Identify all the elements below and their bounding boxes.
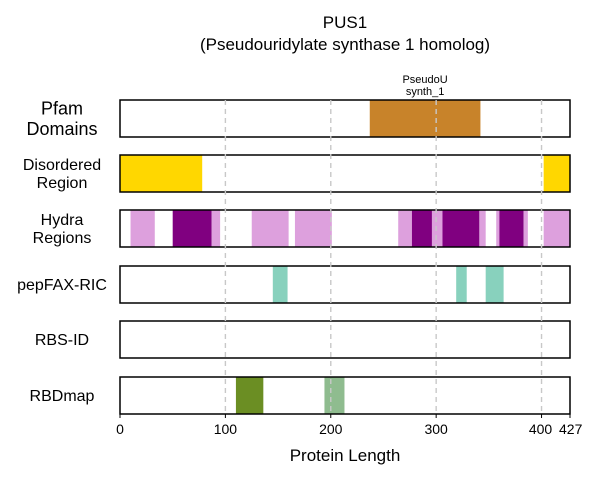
track-label: Hydra (41, 212, 84, 229)
chart-subtitle: (Pseudouridylate synthase 1 homolog) (200, 35, 490, 54)
track-border (119, 99, 571, 138)
chart-title: PUS1 (323, 13, 367, 32)
track-background (120, 100, 570, 137)
x-tick-label: 427 (559, 421, 583, 437)
track-5-segment-1 (324, 377, 345, 414)
track-label: RBS-ID (35, 332, 89, 349)
domain-label: PseudoU (402, 74, 447, 86)
track-label: Domains (26, 119, 97, 139)
track-label: Regions (33, 230, 92, 247)
x-axis: 0 100 200 300 400 427 (116, 414, 583, 437)
track-1-segment-0 (120, 155, 203, 192)
track-2-segment-11 (499, 210, 524, 247)
x-axis-title: Protein Length (290, 446, 401, 465)
track-label: Region (37, 175, 88, 192)
track-0-segment-0 (369, 100, 481, 137)
x-tick-label: 200 (319, 421, 343, 437)
x-tick-label: 400 (529, 421, 553, 437)
x-tick-label: 0 (116, 421, 124, 437)
track-2-segment-8 (442, 210, 480, 247)
track-label: Disordered (23, 157, 101, 174)
track-4: RBS-ID (35, 320, 571, 359)
track-2-segment-4 (294, 210, 332, 247)
track-3-segment-2 (485, 266, 504, 303)
track-border (119, 320, 571, 359)
track-1-segment-1 (543, 155, 570, 192)
track-2-segment-13 (543, 210, 570, 247)
track-2-segment-10 (496, 210, 500, 247)
track-background (120, 377, 570, 414)
x-tick-label: 300 (424, 421, 448, 437)
track-2-segment-3 (251, 210, 289, 247)
track-label: pepFAX-RIC (17, 277, 107, 294)
domain-label: synth_1 (406, 86, 445, 98)
track-2-segment-5 (398, 210, 412, 247)
track-2-segment-12 (523, 210, 528, 247)
track-2-segment-0 (130, 210, 155, 247)
track-label: Pfam (41, 99, 83, 119)
x-tick-label: 100 (214, 421, 238, 437)
track-3-segment-1 (456, 266, 467, 303)
track-2-segment-9 (479, 210, 486, 247)
track-2-segment-2 (211, 210, 221, 247)
track-border (119, 209, 571, 248)
track-border (119, 154, 571, 193)
track-2-segment-6 (411, 210, 432, 247)
tracks: PseudoUsynth_1PfamDomainsDisorderedRegio… (17, 74, 571, 415)
track-background (120, 321, 570, 358)
track-3: pepFAX-RIC (17, 265, 571, 304)
grid-lines (224, 100, 543, 414)
track-border (119, 376, 571, 415)
track-2-segment-1 (172, 210, 212, 247)
track-label: RBDmap (30, 388, 95, 405)
track-2-segment-7 (431, 210, 443, 247)
track-5-segment-0 (235, 377, 264, 414)
track-border (119, 265, 571, 304)
track-3-segment-0 (272, 266, 288, 303)
track-5: RBDmap (30, 376, 571, 415)
